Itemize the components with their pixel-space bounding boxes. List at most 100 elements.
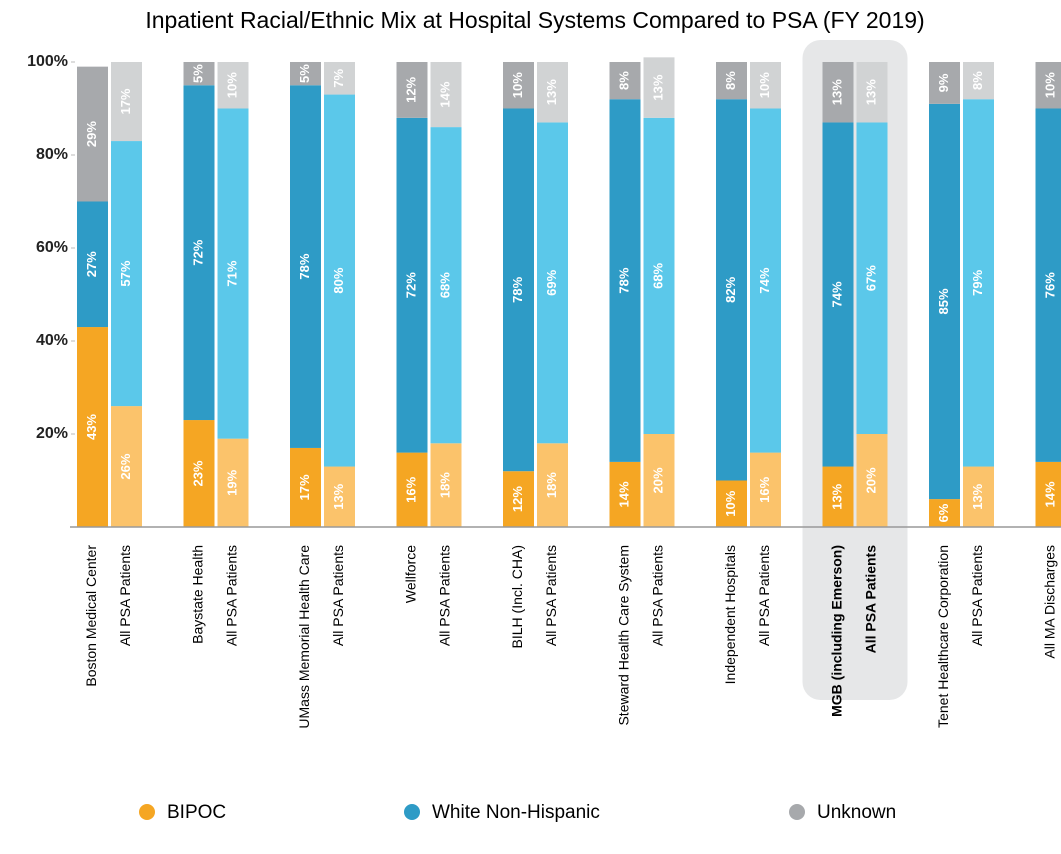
value-label: 12%: [403, 76, 418, 102]
x-tick-label: All PSA Patients: [756, 545, 772, 646]
x-tick-label: BILH (Incl. CHA): [509, 545, 525, 648]
value-label: 10%: [723, 490, 738, 516]
legend-swatch: [139, 804, 155, 820]
value-label: 10%: [1042, 72, 1057, 98]
value-label: 78%: [297, 253, 312, 279]
highlight-box: [802, 40, 908, 700]
x-tick-label: All PSA Patients: [224, 545, 240, 646]
value-label: 7%: [331, 68, 346, 87]
bar-segment: [537, 443, 568, 527]
legend-swatch: [404, 804, 420, 820]
bar-segment: [716, 99, 747, 481]
bar-segment: [324, 62, 355, 95]
value-label: 8%: [723, 71, 738, 90]
background-layer: [802, 40, 908, 700]
value-label: 14%: [437, 81, 452, 107]
value-label: 72%: [190, 239, 205, 265]
x-tick-label: All PSA Patients: [650, 545, 666, 646]
value-label: 5%: [190, 64, 205, 83]
bar-segment: [750, 108, 781, 453]
value-label: 82%: [723, 276, 738, 302]
value-label: 20%: [863, 467, 878, 493]
value-label: 17%: [118, 88, 133, 114]
bar-segment: [609, 99, 641, 462]
bar-segment: [396, 62, 428, 118]
bar-segment: [290, 447, 321, 527]
bar-segment: [929, 103, 960, 500]
value-label: 10%: [224, 72, 239, 98]
bar-segment: [750, 452, 781, 527]
bar-segment: [111, 406, 142, 527]
value-label: 10%: [510, 72, 525, 98]
bar-segment: [503, 62, 534, 109]
value-label: 13%: [650, 74, 665, 100]
y-tick-label: 80%: [36, 146, 68, 163]
value-label: 26%: [118, 453, 133, 479]
x-tick-label: Wellforce: [403, 545, 419, 603]
value-label: 80%: [331, 267, 346, 293]
value-label: 76%: [1042, 272, 1057, 298]
bar-segment: [183, 62, 215, 86]
value-label: 43%: [84, 414, 99, 440]
value-label: 13%: [970, 483, 985, 509]
bar-segment: [217, 108, 249, 439]
value-label: 14%: [616, 481, 631, 507]
chart-title: Inpatient Racial/Ethnic Mix at Hospital …: [145, 7, 924, 33]
value-label: 72%: [403, 272, 418, 298]
value-label: 14%: [1042, 481, 1057, 507]
bar-segment: [503, 471, 534, 527]
value-label: 74%: [757, 267, 772, 293]
bar-segment: [929, 62, 960, 104]
bar-segment: [856, 122, 888, 434]
value-label: 16%: [403, 476, 418, 502]
bar-segment: [537, 62, 568, 123]
value-label: 27%: [84, 251, 99, 277]
bar-segment: [1035, 62, 1061, 109]
value-label: 13%: [544, 79, 559, 105]
bar-segment: [856, 434, 888, 527]
bar-segment: [111, 62, 142, 142]
value-label: 8%: [616, 71, 631, 90]
bar-segment: [324, 466, 355, 527]
value-label: 9%: [936, 73, 951, 92]
x-tick-label: Steward Health Care System: [616, 545, 632, 726]
value-label: 12%: [510, 486, 525, 512]
value-label: 13%: [863, 79, 878, 105]
bar-segment: [822, 466, 854, 527]
x-tick-label: All PSA Patients: [543, 545, 559, 646]
bar-segment: [430, 62, 462, 128]
bar-segment: [430, 127, 462, 444]
value-label: 23%: [190, 460, 205, 486]
value-label: 67%: [863, 265, 878, 291]
value-label: 79%: [970, 269, 985, 295]
value-label: 10%: [757, 72, 772, 98]
value-label: 85%: [936, 288, 951, 314]
bar-segment: [290, 62, 321, 86]
value-label: 68%: [437, 272, 452, 298]
value-label: 13%: [331, 483, 346, 509]
bar-segment: [430, 443, 462, 527]
bar-segment: [217, 438, 249, 527]
bar-segment: [396, 452, 428, 527]
value-label: 69%: [544, 269, 559, 295]
bar-segment: [217, 62, 249, 109]
value-label: 74%: [829, 281, 844, 307]
value-label: 5%: [297, 64, 312, 83]
x-tick-label: Baystate Health: [190, 545, 206, 644]
bar-segment: [750, 62, 781, 109]
bar-segment: [537, 122, 568, 444]
bar-segment: [716, 480, 747, 527]
value-label: 20%: [650, 467, 665, 493]
bar-segment: [1035, 108, 1061, 462]
value-label: 6%: [936, 503, 951, 522]
value-label: 18%: [544, 472, 559, 498]
x-tick-label: All PSA Patients: [437, 545, 453, 646]
value-label: 57%: [118, 260, 133, 286]
legend-swatch: [789, 804, 805, 820]
value-label: 29%: [84, 121, 99, 147]
x-tick-label: All PSA Patients: [863, 545, 879, 654]
bar-segment: [856, 62, 888, 123]
x-tick-label: Independent Hospitals: [722, 545, 738, 684]
bar-segment: [77, 201, 108, 328]
